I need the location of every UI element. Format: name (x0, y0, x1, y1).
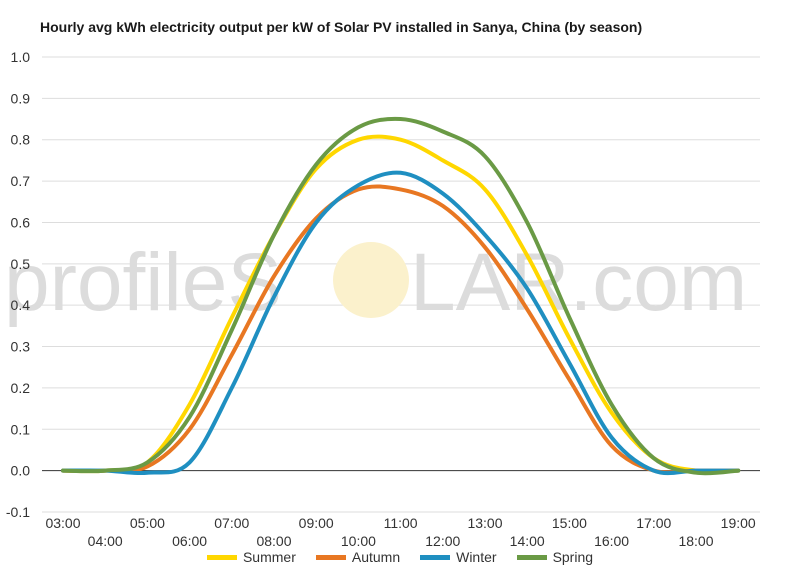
x-tick-label: 15:00 (552, 515, 587, 531)
x-tick-label: 12:00 (425, 533, 460, 549)
y-tick-label: 0.5 (11, 256, 31, 272)
x-tick-label: 06:00 (172, 533, 207, 549)
y-tick-label: 0.0 (11, 463, 31, 479)
y-tick-label: 0.8 (11, 132, 31, 148)
series-lines (61, 116, 741, 476)
x-tick-label: 04:00 (88, 533, 123, 549)
x-tick-label: 18:00 (678, 533, 713, 549)
legend-item-autumn: Autumn (315, 549, 401, 565)
y-axis-ticks: 1.0 0.9 0.8 0.7 0.6 0.5 0.4 0.3 0.2 0.1 0.0 -0.1 (6, 49, 30, 520)
x-tick-label: 16:00 (594, 533, 629, 549)
x-tick-label: 03:00 (45, 515, 80, 531)
series-line-spring (61, 116, 741, 476)
series-line-winter (61, 170, 741, 476)
watermark-sun-icon (333, 242, 409, 318)
legend-item-summer: Summer (206, 549, 296, 565)
legend-label-summer: Summer (242, 549, 296, 565)
gridlines (42, 56, 760, 513)
series-line-summer (61, 134, 741, 474)
y-tick-label: 0.2 (11, 380, 31, 396)
legend-label-spring: Spring (552, 549, 594, 565)
legend-swatch-spring (516, 554, 547, 560)
legend: Summer Autumn Winter Spring (0, 549, 800, 565)
x-tick-label: 11:00 (384, 515, 418, 531)
x-tick-label: 05:00 (130, 515, 165, 531)
x-tick-label: 13:00 (467, 515, 502, 531)
legend-item-winter: Winter (420, 549, 497, 565)
watermark-text-right: LAR.com (410, 237, 747, 328)
y-tick-label: 0.9 (11, 90, 31, 106)
chart-title: Hourly avg kWh electricity output per kW… (40, 19, 643, 35)
x-axis-ticks: 03:00 04:00 05:00 06:00 07:00 08:00 09:00 10:00… (45, 515, 755, 549)
y-tick-label: 0.1 (11, 421, 31, 437)
y-tick-label: 1.0 (11, 49, 31, 65)
x-tick-label: 19:00 (721, 515, 756, 531)
y-tick-label: 0.4 (11, 297, 31, 313)
x-tick-label: 07:00 (214, 515, 249, 531)
legend-swatch-autumn (315, 554, 346, 560)
y-tick-label: 0.7 (11, 173, 31, 189)
y-tick-label: 0.6 (11, 214, 31, 230)
x-tick-label: 17:00 (636, 515, 671, 531)
watermark: profileS LAR.com (4, 237, 747, 328)
y-tick-label: -0.1 (6, 504, 30, 520)
legend-swatch-summer (206, 554, 237, 560)
legend-label-autumn: Autumn (351, 549, 401, 565)
legend-swatch-winter (420, 554, 451, 560)
legend-label-winter: Winter (456, 549, 497, 565)
x-tick-label: 10:00 (341, 533, 376, 549)
legend-item-spring: Spring (516, 549, 594, 565)
y-tick-label: 0.3 (11, 339, 31, 355)
x-tick-label: 14:00 (510, 533, 545, 549)
x-tick-label: 08:00 (256, 533, 291, 549)
x-tick-label: 09:00 (299, 515, 334, 531)
series-line-autumn (61, 184, 741, 475)
